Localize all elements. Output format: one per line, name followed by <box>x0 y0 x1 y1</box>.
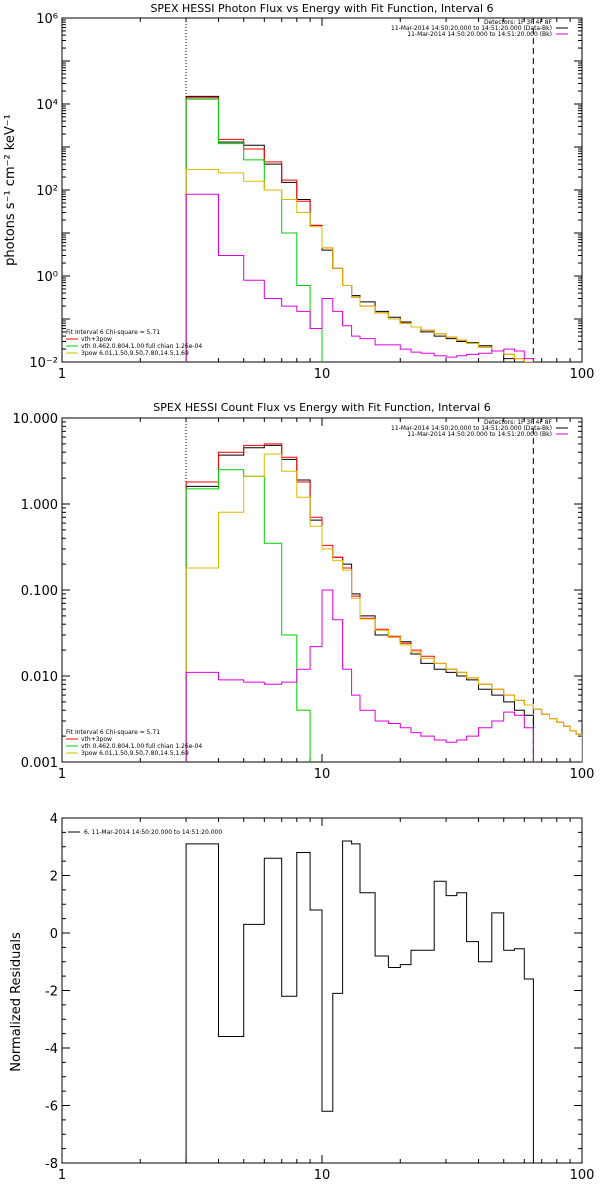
series-line-1 <box>185 97 582 362</box>
x-tick-label: 100 <box>570 367 595 382</box>
count-flux-title: SPEX HESSI Count Flux vs Energy with Fit… <box>153 401 490 414</box>
legend-bottom-text: vth+3pow <box>81 736 112 743</box>
photon-flux-panel: SPEX HESSI Photon Flux vs Energy with Fi… <box>3 2 594 382</box>
y-tick-label: 10⁶ <box>36 12 58 27</box>
y-tick-label: 0 <box>50 927 58 942</box>
series-line-2 <box>185 98 323 362</box>
y-tick-label: 10⁴ <box>36 98 58 113</box>
y-tick-label: 10⁻² <box>29 356 58 371</box>
y-tick-label: -2 <box>45 985 58 1000</box>
series-line-3 <box>185 169 582 362</box>
x-tick-label: 100 <box>570 767 595 782</box>
legend-bottom-text: 3pow 6.01,1.50,9.50,7.80,14.5,1.69 <box>81 750 189 757</box>
residuals-ylabel: Normalized Residuals <box>9 932 24 1072</box>
y-tick-label: 1.000 <box>21 498 58 513</box>
x-tick-label: 1 <box>58 1168 66 1183</box>
legend-bottom-text: vth 0.462,0.804,1.00 full chian 1.26e-04 <box>81 743 202 750</box>
x-tick-label: 10 <box>314 767 331 782</box>
y-tick-label: -6 <box>45 1100 58 1115</box>
legend-top-text: Detectors: 1F 3F 4F 8F <box>484 419 553 426</box>
y-tick-label: 0.010 <box>21 670 58 685</box>
x-tick-label: 1 <box>58 367 66 382</box>
photon-flux-title: SPEX HESSI Photon Flux vs Energy with Fi… <box>150 2 493 15</box>
y-tick-label: 4 <box>50 812 58 827</box>
plot-frame <box>61 817 583 1164</box>
count-flux-panel: SPEX HESSI Count Flux vs Energy with Fit… <box>13 401 595 782</box>
y-tick-label: 10² <box>36 184 58 199</box>
y-tick-label: 10⁰ <box>36 270 58 285</box>
x-tick-label: 10 <box>314 1168 331 1183</box>
series-line-0 <box>185 840 534 1163</box>
series-line-3 <box>185 453 582 762</box>
y-tick-label: -8 <box>45 1157 58 1172</box>
y-tick-label: 0.001 <box>21 756 58 771</box>
residuals-panel: Normalized Residuals 1 10 100 -8 -6 -4 -2 0 2 4 6,… <box>9 812 594 1183</box>
x-tick-label: 10 <box>314 367 331 382</box>
y-tick-label: 2 <box>50 870 58 885</box>
legend-text: 6, 11-Mar-2014 14:50:20.000 to 14:51:20.… <box>84 829 222 836</box>
y-tick-label: 0.100 <box>21 584 58 599</box>
legend-top-text: 11-Mar-2014 14:50:20.000 to 14:51:20.000… <box>391 25 552 32</box>
legend-top-text: 11-Mar-2014 14:50:20.000 to 14:51:20.000… <box>407 31 552 38</box>
y-tick-label: 10.000 <box>13 412 59 427</box>
legend-top-text: 11-Mar-2014 14:50:20.000 to 14:51:20.000… <box>391 425 552 432</box>
x-tick-label: 1 <box>58 767 66 782</box>
legend-bottom-text: vth 0.462,0.804,1.00 full chian 1.26e-04 <box>81 343 202 350</box>
series-line-4 <box>185 589 534 762</box>
series-line-1 <box>185 443 582 762</box>
legend-top-text: 11-Mar-2014 14:50:20.000 to 14:51:20.000… <box>407 431 552 438</box>
legend-top-text: Detectors: 1F 3F 4F 8F <box>484 19 553 26</box>
legend-bottom-text: 3pow 6.01,1.50,9.50,7.80,14.5,1.69 <box>81 350 189 357</box>
series-line-2 <box>185 469 323 762</box>
series-line-0 <box>185 95 534 362</box>
legend-bottom-header: Fit Interval 6 Chi-square = 5.71 <box>66 329 160 336</box>
y-tick-label: -4 <box>45 1042 58 1057</box>
series-line-4 <box>185 193 534 362</box>
legend-bottom-header: Fit Interval 6 Chi-square = 5.71 <box>66 729 160 736</box>
legend-bottom-text: vth+3pow <box>81 336 112 343</box>
x-tick-label: 100 <box>570 1168 595 1183</box>
photon-flux-ylabel: photons s⁻¹ cm⁻² keV⁻¹ <box>3 114 18 266</box>
